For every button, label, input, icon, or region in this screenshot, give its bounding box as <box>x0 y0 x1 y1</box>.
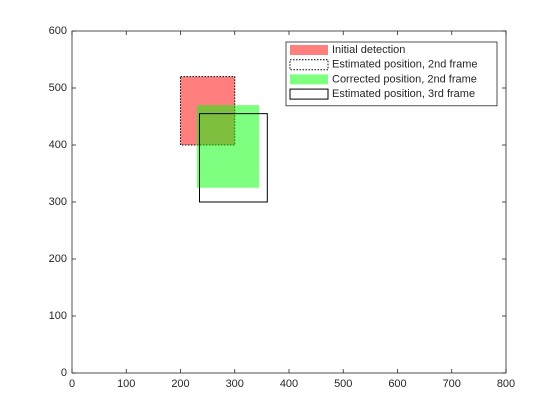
x-tick-label: 200 <box>171 378 189 390</box>
x-tick-label: 700 <box>443 378 461 390</box>
legend-swatch <box>289 88 329 100</box>
legend-label: Initial detection <box>332 44 405 56</box>
x-tick-label: 800 <box>497 378 515 390</box>
x-tick-label: 400 <box>280 378 298 390</box>
x-tick-label: 300 <box>226 378 244 390</box>
x-tick-label: 500 <box>334 378 352 390</box>
legend-swatch <box>290 45 328 55</box>
y-tick-label: 200 <box>49 253 67 265</box>
y-tick-label: 0 <box>61 367 67 379</box>
data-rectangle <box>196 105 260 188</box>
data-rectangle <box>198 113 268 203</box>
y-tick-label: 600 <box>49 25 67 37</box>
y-tick-label: 400 <box>49 139 67 151</box>
legend-swatch <box>290 74 328 85</box>
x-tick-label: 100 <box>117 378 135 390</box>
x-tick-label: 0 <box>69 378 75 390</box>
y-tick-label: 100 <box>49 310 67 322</box>
legend-swatch <box>289 59 329 71</box>
y-tick-label: 300 <box>49 196 67 208</box>
legend-label: Estimated position, 2nd frame <box>332 59 478 71</box>
legend-label: Corrected position, 2nd frame <box>332 73 477 85</box>
x-tick-label: 600 <box>388 378 406 390</box>
legend-label: Estimated position, 3rd frame <box>332 88 475 100</box>
y-tick-label: 500 <box>49 82 67 94</box>
